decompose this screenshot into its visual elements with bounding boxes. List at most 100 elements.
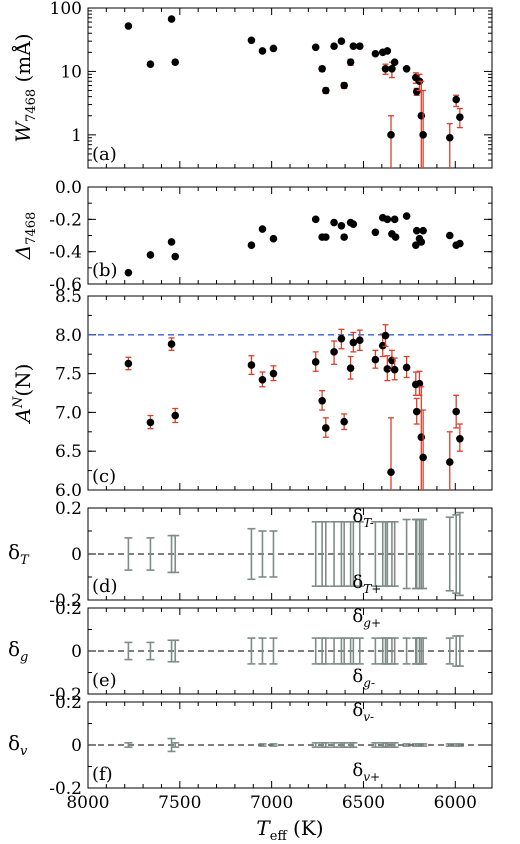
data-point: [318, 64, 326, 73]
y-label-sub: 7468: [24, 89, 39, 122]
data-point: [412, 226, 421, 235]
data-point: [355, 42, 364, 50]
y-tick-label: 7.0: [55, 403, 82, 423]
y-label-symbol: δ: [8, 637, 20, 661]
y-axis-label: Δ7468: [11, 212, 39, 261]
data-point: [322, 86, 330, 95]
y-label-unit: (N): [11, 364, 35, 397]
data-point: [419, 131, 427, 139]
data-point: [419, 453, 427, 462]
data-point: [411, 241, 420, 249]
y-tick-label: 0: [71, 545, 82, 565]
data-point: [371, 228, 380, 237]
panel-d: -0.200.2δT(d)δT-δT+: [8, 499, 493, 611]
data-point: [247, 36, 256, 45]
panel-label: (e): [92, 670, 117, 691]
y-tick-label: 8.5: [55, 287, 82, 307]
data-point: [456, 434, 464, 443]
panel-c: 6.0 6.5 7.0 7.5 8.0 8.5 AN(N) (c): [11, 287, 493, 501]
data-point: [337, 334, 346, 343]
annotation-symbol: δ: [352, 572, 363, 593]
data-point: [371, 355, 380, 364]
data-point: [381, 331, 390, 340]
panel-frame: [87, 295, 493, 491]
y-label-unit: (mÅ): [10, 33, 35, 88]
data-point: [346, 364, 355, 372]
y-label-sub: T: [20, 553, 30, 568]
data-point: [412, 407, 421, 416]
x-label-sub: eff: [270, 829, 289, 844]
annotation-lower: δv+: [352, 760, 380, 784]
y-tick-label: 0.2: [55, 693, 82, 713]
data-point: [378, 341, 387, 350]
y-tick-label: -0.2: [49, 779, 82, 799]
data-point: [349, 338, 358, 347]
data-point: [247, 361, 256, 369]
data-point: [412, 87, 421, 96]
data-point: [322, 424, 330, 432]
data-point: [387, 468, 395, 476]
data-point: [417, 238, 426, 246]
y-label-sub: g: [20, 650, 28, 665]
data-point: [346, 58, 355, 66]
y-tick-label: -0.2: [49, 210, 82, 230]
x-tick-label: 6500: [342, 793, 385, 813]
y-label-sup: N: [11, 396, 26, 409]
y-label-symbol: A: [11, 408, 35, 424]
annotation-upper: δv-: [352, 700, 374, 724]
x-tick-label: 7500: [158, 793, 201, 813]
y-tick-label: 0.2: [55, 599, 82, 619]
x-label-symbol: T: [256, 816, 271, 840]
y-label-symbol: W: [11, 121, 35, 143]
x-axis-label: Teff (K): [256, 816, 323, 844]
annotation-sub: v-: [363, 710, 374, 724]
y-axis-label: δT: [8, 540, 30, 568]
data-point: [340, 417, 348, 426]
data-point: [330, 348, 338, 356]
data-point: [445, 231, 454, 240]
data-point: [417, 111, 426, 120]
data-point: [167, 238, 176, 246]
annotation-sub: T+: [363, 582, 381, 596]
data-point: [340, 233, 348, 241]
data-point: [146, 251, 155, 259]
data-point: [383, 215, 392, 224]
data-point: [330, 42, 338, 50]
data-point: [456, 239, 464, 248]
data-point: [419, 226, 427, 235]
annotation-symbol: δ: [352, 606, 363, 627]
y-tick-label: 10: [60, 62, 82, 82]
panel-f: -0.200.2δv(f)δv-δv+8000 7500 7000 6500 6000: [8, 693, 493, 813]
data-point: [415, 379, 424, 388]
x-tick-label: 8000: [66, 793, 109, 813]
y-label-sub: 7468: [24, 212, 39, 245]
data-point: [337, 37, 346, 45]
data-point: [445, 458, 454, 466]
data-point: [258, 47, 267, 55]
data-point: [390, 215, 399, 224]
y-tick-label: 7.5: [55, 365, 82, 385]
data-point: [311, 43, 320, 52]
data-point: [167, 15, 176, 23]
y-tick-label: -0.2: [49, 685, 82, 705]
data-point: [388, 64, 396, 73]
panel-frame: [87, 7, 493, 169]
x-label-unit: (K): [287, 816, 324, 840]
data-point: [124, 268, 133, 277]
data-point: [269, 234, 278, 243]
annotation-lower: δT+: [352, 572, 381, 596]
data-point: [371, 49, 380, 58]
data-point: [387, 131, 395, 139]
panel-frame: [87, 186, 493, 285]
panel-label: (d): [92, 576, 118, 597]
data-point: [349, 42, 358, 50]
y-axis-label: δg: [8, 637, 28, 665]
data-point: [146, 60, 155, 68]
annotation-symbol: δ: [352, 700, 363, 721]
data-point: [452, 95, 460, 104]
data-point: [311, 358, 320, 366]
data-point: [171, 58, 180, 66]
y-tick-label: 1: [71, 126, 82, 146]
data-point: [402, 212, 411, 220]
